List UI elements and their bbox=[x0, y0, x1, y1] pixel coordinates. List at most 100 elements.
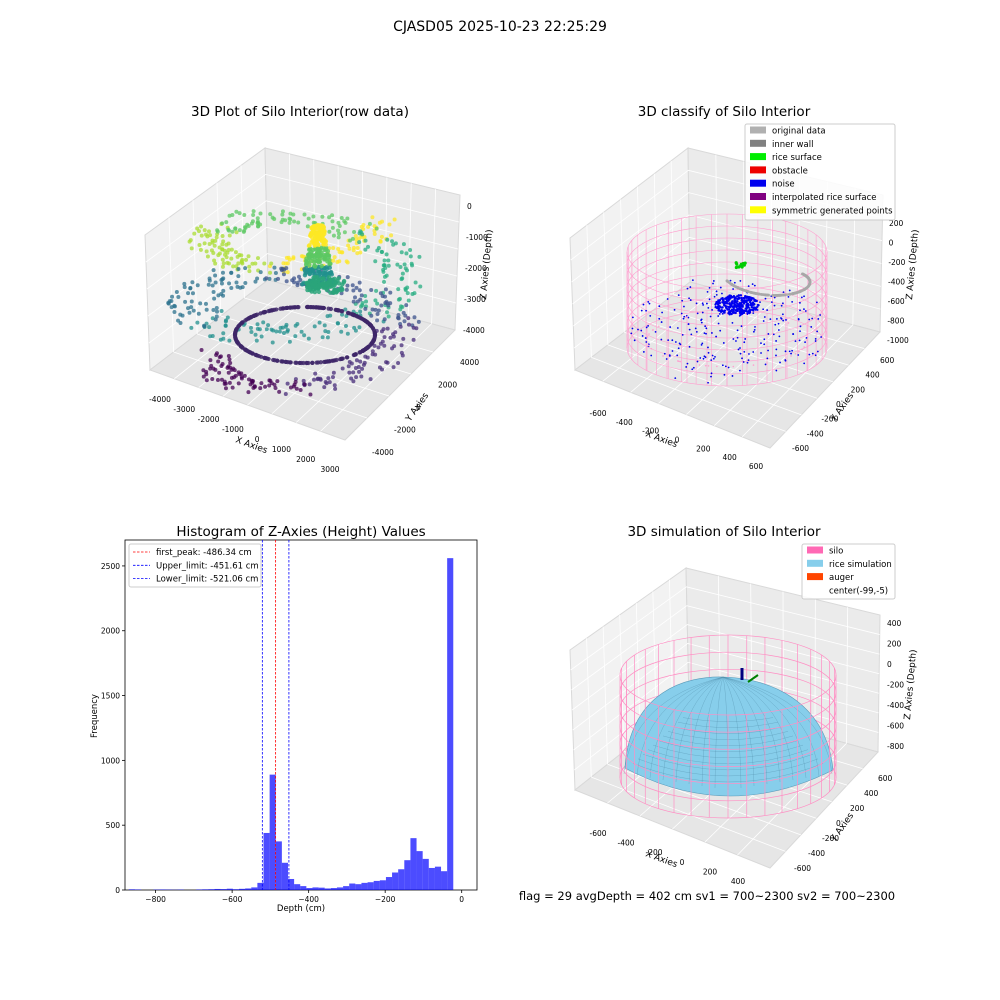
raw-point bbox=[386, 314, 391, 319]
tick-label: 2000 bbox=[296, 455, 315, 464]
legend-swatch bbox=[807, 546, 823, 554]
tick-label: 600 bbox=[880, 356, 895, 365]
noise-point bbox=[642, 303, 645, 306]
noise-point bbox=[702, 304, 705, 306]
noise-point bbox=[673, 308, 676, 311]
footer-status: flag = 29 avgDepth = 402 cm sv1 = 700~23… bbox=[519, 889, 895, 903]
histogram-bar bbox=[398, 869, 405, 890]
raw-point bbox=[234, 209, 239, 214]
tick-label: 400 bbox=[864, 789, 879, 798]
noise-point bbox=[811, 352, 814, 355]
raw-point bbox=[418, 284, 423, 289]
raw-point bbox=[295, 305, 300, 310]
noise-point bbox=[703, 355, 706, 358]
noise-point bbox=[736, 302, 739, 306]
legend-label: noise bbox=[772, 180, 795, 190]
raw-point bbox=[281, 261, 286, 266]
raw-point bbox=[220, 242, 225, 247]
raw-point bbox=[306, 216, 311, 221]
raw-point bbox=[284, 305, 290, 311]
raw-point bbox=[384, 252, 389, 257]
tick-label: 3000 bbox=[320, 465, 339, 474]
noise-point bbox=[753, 329, 756, 331]
noise-point bbox=[745, 295, 748, 298]
noise-point bbox=[722, 342, 725, 344]
noise-point bbox=[747, 310, 750, 313]
raw-point bbox=[354, 358, 359, 363]
noise-point bbox=[752, 303, 756, 306]
raw-point bbox=[213, 273, 218, 278]
histogram-bar bbox=[306, 888, 313, 890]
rice-surface-point bbox=[734, 265, 738, 270]
raw-point bbox=[208, 233, 213, 238]
noise-point bbox=[742, 361, 745, 363]
interpolated-point bbox=[798, 350, 800, 353]
simulation-z-ticks: 400 200 0 -200 -400 -600 -800 bbox=[887, 619, 904, 751]
original-point bbox=[788, 292, 792, 296]
raw-point bbox=[306, 336, 311, 341]
noise-point bbox=[736, 329, 739, 332]
noise-point bbox=[808, 353, 811, 356]
raw-point bbox=[259, 334, 264, 339]
raw-point bbox=[311, 271, 316, 276]
raw-point bbox=[213, 367, 218, 372]
classify-y-axis-label: Y Axies bbox=[829, 391, 857, 424]
noise-point bbox=[688, 345, 691, 348]
tick-label: 0 bbox=[680, 858, 685, 867]
interpolated-point bbox=[657, 325, 660, 327]
raw-point bbox=[214, 351, 219, 356]
raw-point bbox=[280, 306, 285, 311]
raw-point bbox=[285, 270, 290, 275]
histogram-bar bbox=[434, 866, 442, 890]
raw-point bbox=[361, 362, 366, 367]
tick-label: 0 bbox=[675, 436, 680, 445]
raw-point bbox=[230, 385, 235, 390]
raw-point bbox=[325, 335, 330, 340]
raw-point bbox=[268, 212, 273, 217]
raw-point bbox=[228, 361, 233, 366]
original-point bbox=[767, 293, 771, 297]
noise-point bbox=[748, 300, 752, 304]
raw-point bbox=[195, 320, 200, 325]
raw-point bbox=[267, 383, 272, 388]
noise-point bbox=[708, 286, 711, 289]
raw-point bbox=[272, 217, 277, 222]
raw-point bbox=[327, 265, 332, 270]
raw-point bbox=[404, 268, 409, 273]
tick-label: 0 bbox=[255, 435, 260, 444]
raw-point bbox=[280, 359, 285, 364]
raw-point bbox=[226, 241, 231, 246]
raw-point bbox=[347, 246, 352, 251]
raw-point bbox=[339, 356, 344, 361]
noise-point bbox=[731, 375, 734, 377]
noise-point bbox=[696, 312, 699, 315]
noise-point bbox=[630, 332, 633, 335]
raw-point bbox=[345, 355, 350, 360]
tick-label: 0 bbox=[416, 403, 421, 412]
noise-point bbox=[654, 330, 657, 333]
noise-point bbox=[637, 328, 639, 331]
noise-point bbox=[647, 324, 650, 327]
histogram-bar bbox=[257, 882, 264, 890]
noise-point bbox=[773, 296, 776, 299]
raw-point bbox=[253, 261, 258, 266]
raw-point bbox=[321, 229, 327, 234]
raw-point bbox=[368, 377, 373, 382]
original-point bbox=[737, 286, 740, 290]
raw-point bbox=[293, 323, 298, 328]
noise-point bbox=[681, 333, 684, 336]
noise-point bbox=[706, 290, 709, 293]
raw-point bbox=[219, 281, 224, 286]
raw-point bbox=[235, 254, 240, 259]
noise-point bbox=[752, 312, 755, 315]
noise-point bbox=[699, 357, 702, 359]
noise-point bbox=[669, 326, 672, 328]
noise-point bbox=[774, 323, 777, 326]
tick-label: 200 bbox=[696, 444, 711, 453]
raw-point bbox=[363, 247, 368, 252]
raw-point bbox=[301, 254, 306, 259]
legend-swatch bbox=[750, 179, 766, 187]
raw-point bbox=[238, 343, 243, 349]
noise-point bbox=[727, 295, 730, 298]
